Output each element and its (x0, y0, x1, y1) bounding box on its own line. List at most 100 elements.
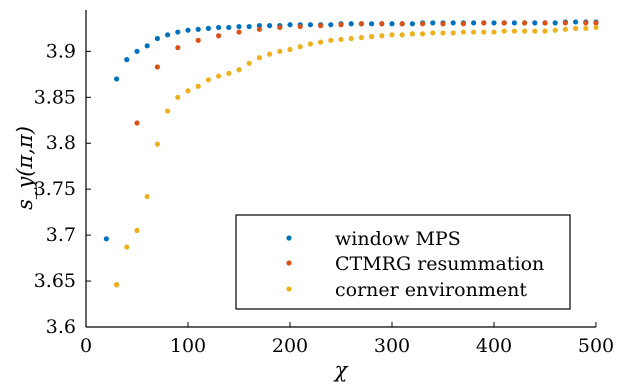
data-point-ctmrg-resummation (256, 26, 262, 32)
data-point-corner-environment (144, 193, 150, 200)
y-tick-label: 3.6 (46, 316, 76, 338)
data-point-corner-environment (297, 44, 303, 50)
legend-marker-corner-environment (286, 286, 292, 292)
data-point-window-mps (348, 21, 354, 27)
y-tick-label: 3.8 (46, 132, 76, 154)
data-point-ctmrg-resummation (542, 20, 548, 26)
data-point-ctmrg-resummation (134, 120, 140, 126)
data-point-window-mps (185, 27, 191, 33)
data-point-corner-environment (369, 34, 375, 40)
data-point-ctmrg-resummation (338, 22, 344, 28)
data-point-ctmrg-resummation (420, 21, 426, 27)
x-tick-label: 100 (170, 335, 206, 357)
data-point-corner-environment (573, 25, 579, 31)
data-point-corner-environment (277, 48, 283, 54)
data-point-window-mps (154, 35, 160, 42)
data-point-corner-environment (205, 77, 211, 83)
data-point-ctmrg-resummation (175, 45, 181, 51)
data-point-corner-environment (256, 55, 262, 61)
data-point-corner-environment (409, 31, 415, 37)
data-point-corner-environment (522, 28, 528, 34)
data-point-ctmrg-resummation (195, 37, 201, 43)
data-point-window-mps (287, 22, 293, 28)
data-point-window-mps (532, 20, 538, 26)
data-point-window-mps (144, 43, 150, 49)
legend-marker-ctmrg-resummation (286, 260, 292, 266)
data-point-corner-environment (440, 30, 446, 36)
data-points (103, 19, 599, 288)
data-point-corner-environment (165, 108, 171, 114)
data-point-window-mps (430, 20, 436, 26)
data-point-ctmrg-resummation (522, 20, 528, 26)
data-point-ctmrg-resummation (277, 24, 283, 31)
data-point-ctmrg-resummation (236, 29, 242, 35)
data-point-corner-environment (236, 67, 242, 73)
y-tick-label: 3.85 (34, 86, 76, 108)
data-point-window-mps (134, 48, 140, 54)
data-point-ctmrg-resummation (583, 20, 589, 26)
data-point-corner-environment (246, 60, 252, 66)
data-point-window-mps (552, 20, 558, 26)
data-point-ctmrg-resummation (593, 20, 599, 26)
data-point-window-mps (216, 24, 222, 31)
data-point-corner-environment (501, 28, 507, 34)
data-point-window-mps (511, 20, 517, 26)
data-point-corner-environment (358, 34, 364, 41)
x-axis-label: χ (333, 358, 349, 382)
data-point-window-mps (409, 21, 415, 27)
data-point-corner-environment (511, 28, 517, 34)
data-point-corner-environment (593, 24, 599, 31)
x-tick-label: 200 (272, 335, 308, 357)
data-point-corner-environment (430, 30, 436, 36)
data-point-ctmrg-resummation (460, 21, 466, 27)
y-axis-label: s_y(π,π) (13, 126, 37, 210)
data-point-ctmrg-resummation (501, 20, 507, 26)
y-tick-label: 3.9 (46, 40, 76, 62)
data-point-ctmrg-resummation (358, 21, 364, 27)
x-tick-label: 400 (476, 335, 512, 357)
data-point-corner-environment (267, 51, 273, 57)
data-point-corner-environment (124, 244, 130, 250)
data-point-ctmrg-resummation (562, 20, 569, 26)
legend-label-window-mps: window MPS (335, 228, 461, 250)
data-point-corner-environment (420, 31, 426, 37)
data-point-corner-environment (532, 28, 538, 34)
data-point-ctmrg-resummation (216, 33, 222, 39)
data-point-corner-environment (185, 88, 191, 94)
legend-label-corner-environment: corner environment (335, 279, 527, 301)
data-point-corner-environment (450, 30, 456, 36)
data-point-window-mps (307, 22, 313, 28)
y-tick-label: 3.65 (34, 270, 76, 292)
data-point-window-mps (246, 23, 252, 30)
data-point-corner-environment (307, 41, 313, 47)
data-point-corner-environment (399, 32, 405, 38)
data-point-window-mps (450, 20, 456, 26)
data-point-ctmrg-resummation (154, 64, 160, 70)
data-point-corner-environment (460, 29, 466, 35)
legend: window MPS CTMRG resummation corner envi… (235, 214, 571, 310)
data-point-ctmrg-resummation (379, 21, 385, 27)
data-point-corner-environment (562, 26, 569, 32)
data-point-corner-environment (216, 73, 222, 79)
data-point-window-mps (103, 236, 109, 242)
data-point-corner-environment (338, 36, 344, 43)
data-point-corner-environment (114, 282, 120, 288)
data-point-corner-environment (328, 37, 334, 43)
data-point-window-mps (175, 29, 181, 35)
data-point-ctmrg-resummation (440, 21, 446, 27)
data-point-corner-environment (552, 27, 558, 33)
data-point-corner-environment (287, 46, 293, 53)
data-point-window-mps (471, 20, 477, 26)
data-point-corner-environment (226, 70, 232, 76)
data-point-window-mps (124, 57, 130, 63)
legend-marker-window-mps (286, 235, 292, 241)
data-point-window-mps (226, 24, 232, 31)
data-point-window-mps (328, 22, 334, 28)
data-point-ctmrg-resummation (399, 21, 405, 27)
x-tick-label: 500 (578, 335, 614, 357)
data-point-corner-environment (175, 94, 181, 100)
data-point-corner-environment (471, 29, 477, 35)
axis-ticks: 0 100 200 300 400 500 3.6 3.65 3.7 3.75 3.8 3.85 3.9 (34, 40, 614, 357)
data-point-ctmrg-resummation (297, 23, 303, 30)
